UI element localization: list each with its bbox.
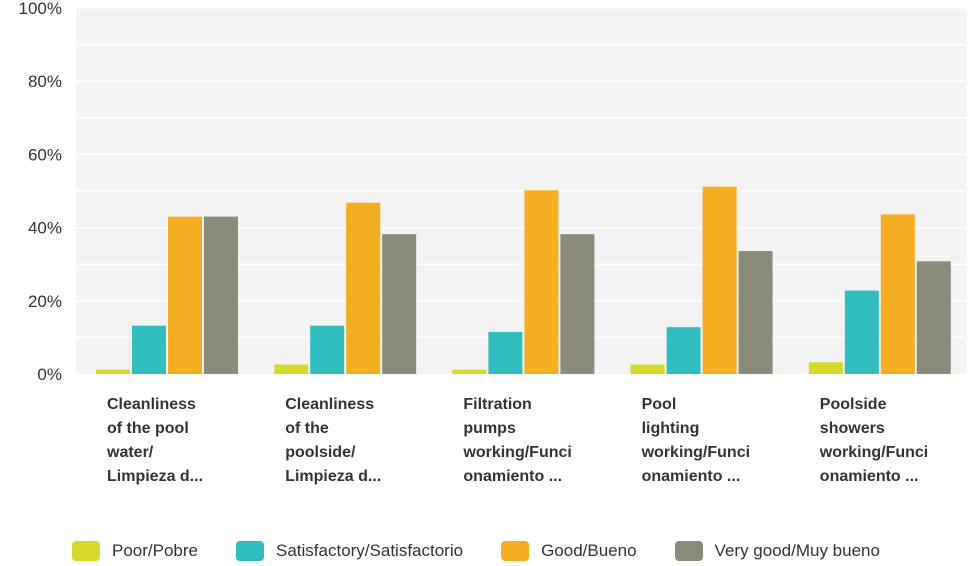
y-tick-label: 0%: [37, 365, 62, 384]
x-tick-label-line: showers: [819, 420, 885, 437]
bar-0-2: [168, 216, 202, 374]
x-tick-label: Cleanliness of the poolside/Limpieza d...: [285, 393, 415, 489]
legend-item: Poor/Pobre: [72, 541, 198, 561]
bar-4-1: [844, 290, 879, 374]
bar-0-0: [96, 369, 130, 374]
bar-3-2: [702, 186, 737, 374]
x-tick-label-line: working/Funci: [463, 444, 572, 461]
x-tick-label-line: Cleanliness: [285, 396, 375, 413]
bar-1-1: [310, 325, 345, 374]
bar-3-1: [666, 327, 701, 374]
bar-1-3: [382, 234, 417, 374]
bar-3-3: [738, 251, 773, 374]
x-tick-label-line: Limpieza d...: [107, 468, 204, 485]
legend-swatch: [674, 541, 703, 561]
x-tick-label: Filtration pumps working/Funci onamiento ..…: [463, 393, 593, 489]
x-tick-label-line: of the pool: [107, 420, 189, 437]
x-tick-label-line: Limpieza d...: [285, 468, 382, 485]
x-tick-label: Cleanliness of the pool water/Limpieza d..…: [107, 393, 237, 489]
legend-label: Very good/Muy bueno: [714, 541, 880, 560]
y-tick-label: 20%: [28, 292, 62, 311]
bar-0-3: [204, 216, 238, 374]
x-tick-label: Poolside showers working/Funci onamiento ..…: [820, 393, 950, 489]
legend-label: Poor/Pobre: [112, 541, 198, 560]
y-tick-label: 100%: [19, 0, 62, 18]
x-tick-label-line: water/: [107, 444, 154, 461]
bar-chart: 0% 20% 40% 60% 80% 100%: [19, 0, 967, 384]
x-tick-label-line: Poolside: [819, 396, 887, 413]
legend-label: Good/Bueno: [541, 541, 637, 560]
bar-4-2: [880, 214, 915, 374]
legend-item: Satisfactory/Satisfactorio: [236, 541, 463, 561]
x-tick-label-line: working/Funci: [819, 444, 929, 461]
x-tick-label-line: onamiento ...: [819, 468, 919, 485]
x-tick-label-line: onamiento ...: [641, 468, 741, 485]
legend-item: Good/Bueno: [501, 541, 637, 561]
x-tick-label: Pool lighting working/Funci onamiento ...: [642, 393, 772, 489]
x-tick-label-line: Pool: [641, 396, 677, 413]
y-tick-label: 80%: [28, 72, 62, 91]
legend-swatch: [501, 541, 530, 561]
x-tick-label-line: Filtration: [463, 396, 532, 413]
x-tick-label-line: lighting: [641, 420, 700, 437]
x-tick-label-line: Cleanliness: [107, 396, 196, 413]
x-tick-label-line: poolside/: [285, 444, 356, 461]
x-tick-label-line: pumps: [463, 420, 516, 437]
bar-0-1: [132, 325, 166, 374]
y-tick-label: 60%: [28, 145, 62, 164]
bar-3-0: [630, 364, 665, 374]
x-tick-label-line: onamiento ...: [463, 468, 563, 485]
bar-1-2: [346, 202, 381, 374]
x-tick-label-line: of the: [285, 420, 329, 437]
bar-2-3: [560, 234, 595, 374]
legend-label: Satisfactory/Satisfactorio: [276, 541, 464, 560]
bar-1-0: [274, 364, 309, 374]
x-tick-label-line: working/Funci: [641, 444, 751, 461]
bar-2-1: [488, 331, 523, 374]
bar-2-2: [524, 190, 559, 374]
legend-swatch: [236, 541, 264, 561]
legend-item: Very good/Muy bueno: [674, 541, 880, 561]
legend: Poor/Pobre Satisfactory/Satisfactorio Good…: [72, 536, 880, 566]
bar-4-3: [916, 261, 951, 374]
legend-swatch: [72, 541, 100, 561]
bar-2-0: [452, 369, 487, 374]
bar-4-0: [808, 362, 843, 374]
y-tick-label: 40%: [28, 219, 62, 238]
